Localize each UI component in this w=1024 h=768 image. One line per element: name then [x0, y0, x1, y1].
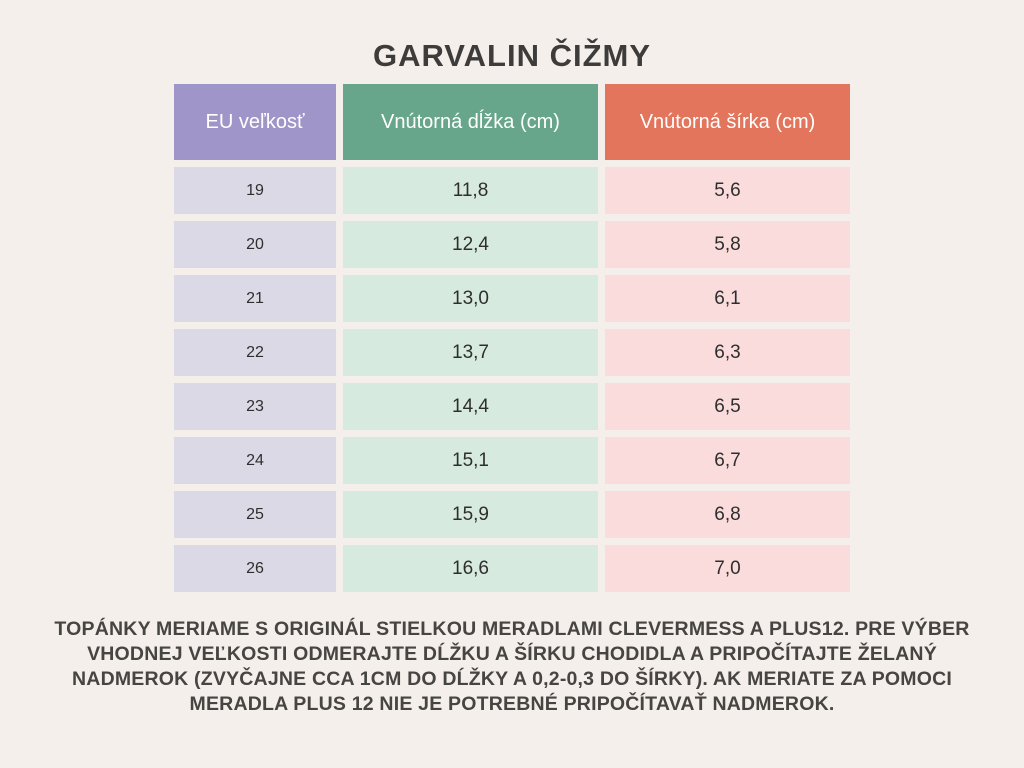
length-cell: 14,4 [343, 383, 598, 430]
width-cell: 5,6 [605, 167, 850, 214]
size-cell: 21 [174, 275, 336, 322]
column-header-eu-size: EU veľkosť [174, 84, 336, 160]
length-cell: 16,6 [343, 545, 598, 592]
width-cell: 5,8 [605, 221, 850, 268]
length-cell: 13,7 [343, 329, 598, 376]
width-cell: 6,3 [605, 329, 850, 376]
size-cell: 24 [174, 437, 336, 484]
measurement-note-line: TOPÁNKY MERIAME S ORIGINÁL STIELKOU MERA… [54, 618, 970, 640]
size-cell: 22 [174, 329, 336, 376]
measurement-note-line: NADMEROK (ZVYČAJNE CCA 1CM DO DĹŽKY A 0,… [72, 668, 952, 690]
measurement-note: TOPÁNKY MERIAME S ORIGINÁL STIELKOU MERA… [0, 617, 1024, 717]
page-title: GARVALIN ČIŽMY [372, 38, 652, 73]
length-cell: 15,1 [343, 437, 598, 484]
size-cell: 26 [174, 545, 336, 592]
column-header-inner-length: Vnútorná dĺžka (cm) [343, 84, 598, 160]
measurement-note-line: VHODNEJ VEĽKOSTI ODMERAJTE DĹŽKU A ŠÍRKU… [87, 643, 937, 665]
size-cell: 19 [174, 167, 336, 214]
length-cell: 12,4 [343, 221, 598, 268]
width-cell: 7,0 [605, 545, 850, 592]
length-cell: 11,8 [343, 167, 598, 214]
length-cell: 15,9 [343, 491, 598, 538]
length-cell: 13,0 [343, 275, 598, 322]
column-header-inner-width: Vnútorná šírka (cm) [605, 84, 850, 160]
width-cell: 6,8 [605, 491, 850, 538]
width-cell: 6,5 [605, 383, 850, 430]
size-cell: 20 [174, 221, 336, 268]
width-cell: 6,1 [605, 275, 850, 322]
size-cell: 23 [174, 383, 336, 430]
size-cell: 25 [174, 491, 336, 538]
width-cell: 6,7 [605, 437, 850, 484]
measurement-note-line: MERADLA PLUS 12 NIE JE POTREBNÉ PRIPOČÍT… [189, 693, 835, 715]
size-chart-table: EU veľkosť Vnútorná dĺžka (cm) Vnútorná … [174, 84, 850, 592]
